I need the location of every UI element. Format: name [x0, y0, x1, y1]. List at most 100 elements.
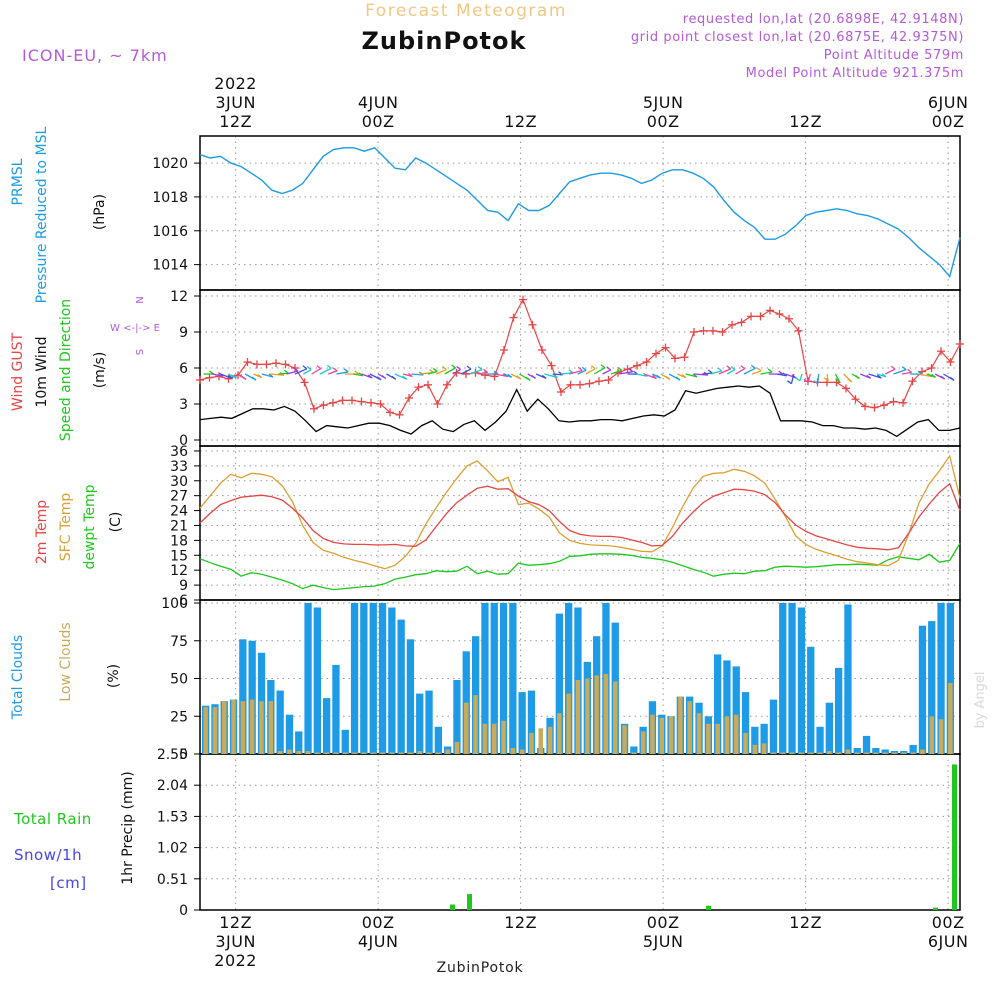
low-cloud-bar — [640, 731, 646, 754]
wind-arrow — [444, 367, 456, 375]
wind-arrow-head — [477, 366, 483, 371]
total-cloud-bar — [928, 621, 936, 754]
low-cloud-bar — [613, 681, 618, 754]
wind-arrow-head — [531, 374, 536, 379]
low-cloud-bar — [873, 752, 879, 754]
total-cloud-bar — [807, 646, 815, 754]
total-cloud-bar — [434, 726, 442, 754]
wind-arrow — [211, 373, 224, 377]
low-cloud-bar — [454, 741, 460, 754]
wind-arrow-head — [890, 365, 896, 370]
wind-arrow-head — [354, 370, 360, 375]
low-cloud-bar — [668, 716, 674, 754]
wind-arrow — [469, 368, 483, 375]
wind-arrow-head — [507, 373, 513, 378]
low-cloud-bar — [259, 701, 264, 754]
wind-arrow-head — [717, 367, 723, 372]
low-cloud-bar — [799, 752, 804, 754]
total-cloud-bar — [397, 619, 405, 754]
time-label-bottom: 00Z — [647, 913, 680, 932]
precip-ytick-label: 1.53 — [157, 809, 188, 825]
wind-arrow-head — [901, 366, 907, 371]
wind-arrow — [760, 371, 773, 375]
low-cloud-bar — [417, 751, 422, 754]
low-cloud-bar — [538, 728, 543, 754]
precip-ytick-label: 0.51 — [157, 872, 188, 888]
total-cloud-bar — [248, 640, 256, 754]
clouds-ytick-label: 25 — [170, 709, 188, 725]
wind-arrow — [460, 368, 472, 375]
wind-arrow — [735, 368, 746, 375]
total-cloud-bar — [723, 660, 731, 754]
wind-arrow — [685, 373, 698, 378]
precip-ytick-label: 1.02 — [157, 841, 188, 857]
low-cloud-bar — [752, 744, 758, 754]
wind-arrow-head — [600, 364, 606, 369]
total-cloud-bar — [518, 692, 526, 754]
time-label-top: 12Z — [219, 112, 252, 131]
sfc-temp-line — [199, 454, 961, 570]
temperature-ytick-label: 24 — [170, 504, 188, 520]
wind-arrow-head — [628, 368, 634, 373]
precip-label-rain: Total Rain — [13, 810, 92, 828]
wind-arrow-head — [228, 374, 234, 379]
total-cloud-bar — [341, 729, 349, 754]
total-cloud-bar — [304, 603, 312, 754]
clouds-ytick-label: 100 — [161, 596, 188, 612]
low-cloud-bar — [445, 749, 450, 754]
total-cloud-bar — [797, 607, 806, 754]
low-cloud-bar — [603, 674, 609, 754]
cloud-ylabel: (%) — [106, 664, 122, 688]
low-cloud-bar — [398, 752, 404, 754]
wind-arrow-head — [791, 374, 797, 379]
time-label-bottom: 2022 — [214, 951, 257, 970]
low-cloud-bar — [929, 716, 934, 754]
wind-arrow-head — [876, 374, 882, 379]
total-cloud-bar — [779, 603, 787, 754]
wind-arrow — [901, 371, 912, 375]
wind-arrow-head — [949, 376, 955, 381]
wind-arrow — [319, 367, 332, 375]
time-label-top: 6JUN — [928, 93, 969, 112]
low-cloud-bar — [566, 693, 571, 754]
low-cloud-bar — [203, 707, 208, 754]
wind-arrow — [884, 368, 896, 375]
total-cloud-bar — [853, 748, 861, 754]
total-cloud-bar — [732, 666, 740, 754]
low-cloud-bar — [371, 752, 376, 754]
wind-arrow-head — [656, 374, 661, 379]
temp-label-sfc: SFC Temp — [58, 493, 74, 562]
wind-arrow-head — [617, 366, 623, 371]
wind-arrow — [635, 373, 648, 377]
wind-arrow-head — [652, 375, 657, 380]
wind-arrow-head — [442, 365, 447, 371]
wind-arrow — [777, 373, 787, 377]
wind-arrow-head — [675, 376, 681, 381]
credit-watermark: by Angel — [973, 671, 988, 728]
temp-label-dew: dewpt Temp — [82, 484, 98, 569]
total-cloud-bar — [751, 726, 759, 754]
low-cloud-bar — [361, 752, 367, 754]
clouds-ytick-label: 75 — [170, 634, 188, 650]
total-cloud-bar — [714, 654, 722, 754]
low-cloud-bar — [761, 743, 767, 754]
total-cloud-bar — [239, 639, 247, 754]
low-cloud-bar — [687, 701, 692, 754]
wind-arrow — [328, 370, 338, 375]
low-cloud-bar — [510, 748, 516, 754]
wind-arrow-head — [778, 370, 784, 375]
time-label-top: 00Z — [932, 112, 965, 131]
time-label-top: 12Z — [789, 112, 822, 131]
wind-ytick-label: 9 — [179, 325, 188, 341]
wind-arrow — [702, 372, 713, 375]
wind-arrow-head — [692, 373, 698, 378]
wind-arrow-head — [241, 375, 247, 380]
wind-arrow-head — [681, 374, 687, 379]
time-label-bottom: 12Z — [789, 913, 822, 932]
time-label-bottom: 3JUN — [215, 932, 256, 951]
temperature-ytick-label: 6 — [179, 593, 188, 609]
low-cloud-bar — [380, 752, 385, 754]
wind-arrow-head — [293, 367, 299, 372]
wind-arrow-head — [835, 378, 840, 383]
low-cloud-bar — [864, 752, 869, 754]
